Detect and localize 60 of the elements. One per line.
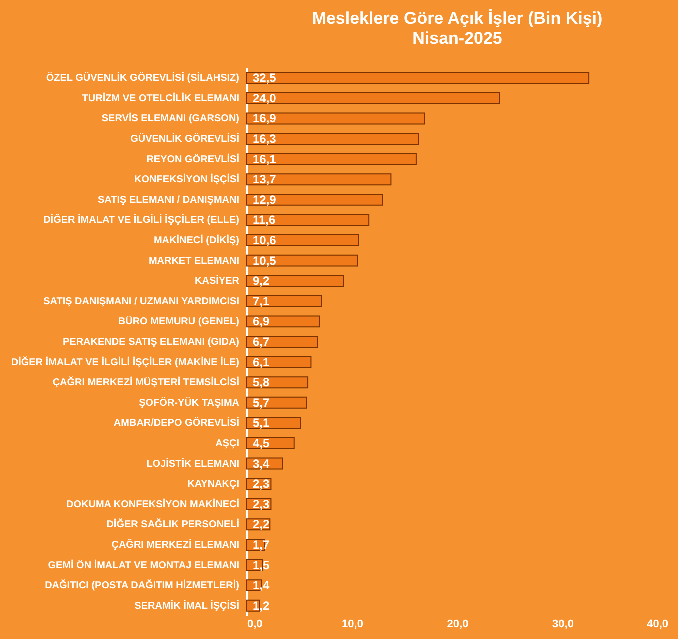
y-tick-label: SATIŞ ELEMANI / DANIŞMANI	[98, 194, 240, 206]
y-tick-label: GÜVENLİK GÖREVLİSİ	[130, 133, 240, 146]
data-label: 2,3	[253, 477, 270, 492]
y-tick-label: KAYNAKÇI	[188, 479, 240, 490]
y-tick-label: BÜRO MEMURU (GENEL)	[118, 316, 240, 328]
y-tick-label: KONFEKSİYON İŞÇİSİ	[134, 174, 240, 186]
x-tick-label: 10,0	[342, 618, 364, 630]
y-tick-label: SERAMİK İMAL İŞÇİSİ	[134, 600, 240, 612]
data-label: 7,1	[253, 294, 270, 308]
data-label: 10,6	[253, 234, 277, 248]
data-label: 1,5	[253, 558, 270, 572]
y-tick-label: DAĞITICI (POSTA DAĞITIM HİZMETLERİ)	[45, 580, 240, 592]
data-label: 2,2	[253, 518, 270, 532]
y-tick-label: DİĞER İMALAT VE İLGİLİ İŞÇİLER (ELLE)	[44, 214, 240, 226]
data-label: 16,9	[253, 112, 277, 126]
data-label: 12,9	[253, 192, 277, 207]
data-label: 5,1	[253, 416, 270, 430]
chart-title: Mesleklere Göre Açık İşler (Bin Kişi)	[312, 9, 603, 28]
data-label: 5,8	[253, 376, 270, 390]
y-tick-label: ÇAĞRI MERKEZİ MÜŞTERİ TEMSİLCİSİ	[52, 376, 240, 389]
y-tick-label: SATIŞ DANIŞMANI / UZMANI YARDIMCISI	[44, 296, 240, 308]
y-tick-label: MAKİNECİ (DİKİŞ)	[154, 234, 240, 247]
data-label: 24,0	[253, 91, 277, 106]
chart-subtitle: Nisan-2025	[412, 29, 502, 48]
data-label: 2,3	[253, 497, 270, 512]
x-tick-label: 0,0	[248, 618, 263, 630]
y-tick-label: TURİZM VE OTELCİLİK ELEMANI	[82, 92, 240, 104]
y-tick-label: ÖZEL GÜVENLİK GÖREVLİSİ (SİLAHSIZ)	[46, 72, 240, 84]
data-label: 4,5	[253, 436, 270, 450]
data-label: 3,4	[253, 456, 270, 471]
data-label: 6,1	[253, 355, 270, 370]
x-tick-label: 20,0	[447, 618, 469, 630]
data-label: 32,5	[253, 71, 277, 86]
data-label: 9,2	[253, 274, 270, 288]
data-label: 16,3	[253, 132, 277, 146]
y-tick-label: SERVİS ELEMANI (GARSON)	[102, 112, 240, 125]
data-label: 6,9	[253, 314, 270, 329]
data-label: 13,7	[253, 172, 277, 187]
data-label: 1,7	[253, 538, 270, 552]
y-tick-label: DOKUMA KONFEKSİYON MAKİNECİ	[66, 498, 240, 510]
data-label: 10,5	[253, 254, 277, 268]
y-tick-label: LOJİSTİK ELEMANI	[146, 458, 240, 470]
y-tick-label: REYON GÖREVLİSİ	[146, 153, 240, 166]
data-label: 16,1	[253, 152, 277, 166]
data-label: 6,7	[253, 335, 270, 349]
y-tick-label: ŞOFÖR-YÜK TAŞIMA	[139, 396, 240, 409]
y-tick-label: DİĞER SAĞLIK PERSONELİ	[106, 518, 240, 531]
x-tick-label: 30,0	[552, 618, 574, 630]
x-tick-label: 40,0	[647, 618, 668, 630]
y-tick-label: GEMİ ÖN İMALAT VE MONTAJ ELEMANI	[48, 559, 240, 572]
y-tick-label: MARKET ELEMANI	[148, 256, 240, 267]
y-tick-label: PERAKENDE SATIŞ ELEMANI (GIDA)	[63, 337, 240, 348]
data-label: 1,4	[253, 578, 270, 593]
y-tick-label: ÇAĞRI MERKEZİ ELEMANI	[112, 538, 240, 551]
y-tick-label: DİĞER İMALAT VE İLGİLİ İŞÇİLER (MAKİNE İLE)	[11, 356, 240, 368]
y-tick-label: AŞÇI	[216, 438, 240, 450]
data-label: 11,6	[253, 213, 276, 228]
y-tick-label: KASİYER	[195, 275, 240, 288]
data-label: 5,7	[253, 396, 270, 410]
y-tick-label: AMBAR/DEPO GÖREVLİSİ	[114, 417, 240, 430]
